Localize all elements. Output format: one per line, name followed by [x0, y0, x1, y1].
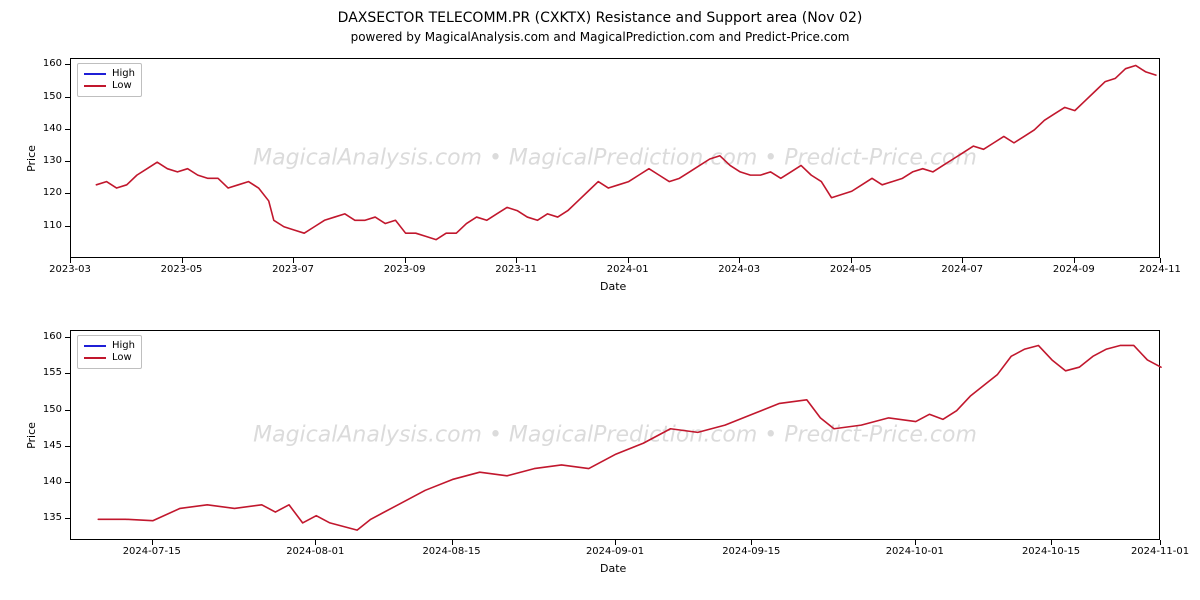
xtick-mark [70, 258, 71, 263]
bottom-xlabel: Date [600, 562, 626, 575]
top-xlabel: Date [600, 280, 626, 293]
ytick-label: 155 [43, 367, 62, 378]
xtick-mark [152, 540, 153, 545]
legend-item: High [84, 68, 135, 80]
top-chart-svg [71, 59, 1161, 259]
xtick-label: 2023-11 [495, 264, 537, 275]
xtick-label: 2024-07 [941, 264, 983, 275]
legend-label: Low [112, 80, 132, 92]
xtick-label: 2024-07-15 [123, 546, 181, 557]
ytick-mark [65, 161, 70, 162]
xtick-label: 2023-05 [161, 264, 203, 275]
ytick-mark [65, 129, 70, 130]
ytick-mark [65, 373, 70, 374]
xtick-label: 2024-10-15 [1022, 546, 1080, 557]
xtick-label: 2024-09-15 [722, 546, 780, 557]
bottom-ylabel: Price [25, 422, 38, 449]
ytick-mark [65, 226, 70, 227]
legend-swatch [84, 357, 106, 359]
legend-item: Low [84, 80, 135, 92]
ytick-mark [65, 518, 70, 519]
legend-item: High [84, 340, 135, 352]
xtick-label: 2024-09-01 [586, 546, 644, 557]
xtick-label: 2024-01 [607, 264, 649, 275]
xtick-label: 2024-08-15 [422, 546, 480, 557]
xtick-mark [1160, 540, 1161, 545]
xtick-mark [1160, 258, 1161, 263]
ytick-mark [65, 482, 70, 483]
ytick-label: 140 [43, 476, 62, 487]
ytick-mark [65, 410, 70, 411]
xtick-mark [915, 540, 916, 545]
ytick-label: 145 [43, 440, 62, 451]
legend-swatch [84, 85, 106, 87]
xtick-label: 2024-08-01 [286, 546, 344, 557]
ytick-label: 110 [43, 220, 62, 231]
legend-swatch [84, 73, 106, 75]
xtick-mark [1051, 540, 1052, 545]
xtick-mark [452, 540, 453, 545]
bottom-chart-panel: MagicalAnalysis.com • MagicalPrediction.… [70, 330, 1160, 540]
xtick-mark [405, 258, 406, 263]
legend-label: High [112, 340, 135, 352]
legend-item: Low [84, 352, 135, 364]
ytick-label: 160 [43, 58, 62, 69]
legend-bottom: HighLow [77, 335, 142, 369]
xtick-label: 2023-03 [49, 264, 91, 275]
xtick-mark [739, 258, 740, 263]
xtick-label: 2023-07 [272, 264, 314, 275]
ytick-label: 130 [43, 155, 62, 166]
legend-label: High [112, 68, 135, 80]
xtick-mark [962, 258, 963, 263]
ytick-mark [65, 97, 70, 98]
figure: DAXSECTOR TELECOMM.PR (CXKTX) Resistance… [0, 0, 1200, 600]
xtick-label: 2024-10-01 [886, 546, 944, 557]
xtick-label: 2024-05 [830, 264, 872, 275]
xtick-mark [851, 258, 852, 263]
ytick-mark [65, 446, 70, 447]
top-ylabel: Price [25, 145, 38, 172]
top-chart-panel: MagicalAnalysis.com • MagicalPrediction.… [70, 58, 1160, 258]
figure-subtitle: powered by MagicalAnalysis.com and Magic… [0, 30, 1200, 44]
ytick-mark [65, 337, 70, 338]
xtick-label: 2024-11 [1139, 264, 1181, 275]
ytick-mark [65, 64, 70, 65]
legend-swatch [84, 345, 106, 347]
xtick-mark [615, 540, 616, 545]
xtick-label: 2024-09 [1053, 264, 1095, 275]
xtick-mark [751, 540, 752, 545]
xtick-mark [516, 258, 517, 263]
xtick-mark [182, 258, 183, 263]
xtick-mark [1074, 258, 1075, 263]
bottom-chart-svg [71, 331, 1161, 541]
ytick-mark [65, 193, 70, 194]
xtick-label: 2023-09 [384, 264, 426, 275]
ytick-label: 160 [43, 331, 62, 342]
xtick-mark [315, 540, 316, 545]
ytick-label: 135 [43, 512, 62, 523]
xtick-mark [293, 258, 294, 263]
ytick-label: 140 [43, 123, 62, 134]
ytick-label: 120 [43, 187, 62, 198]
xtick-mark [628, 258, 629, 263]
xtick-label: 2024-11-01 [1131, 546, 1189, 557]
legend-label: Low [112, 352, 132, 364]
legend-top: HighLow [77, 63, 142, 97]
figure-title: DAXSECTOR TELECOMM.PR (CXKTX) Resistance… [0, 10, 1200, 26]
xtick-label: 2024-03 [718, 264, 760, 275]
ytick-label: 150 [43, 91, 62, 102]
ytick-label: 150 [43, 404, 62, 415]
